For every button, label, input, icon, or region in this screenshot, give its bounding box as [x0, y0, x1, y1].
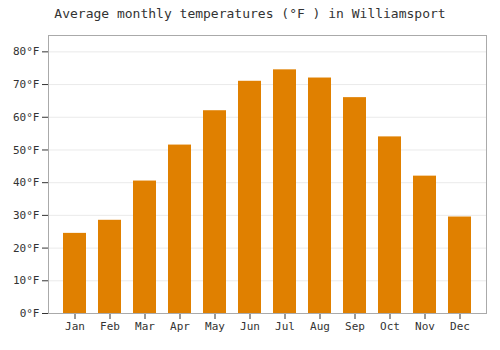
svg-text:Jul: Jul — [275, 320, 295, 333]
svg-text:Aug: Aug — [310, 320, 330, 333]
svg-text:Jan: Jan — [65, 320, 85, 333]
svg-text:30°F: 30°F — [13, 209, 40, 222]
svg-text:40°F: 40°F — [13, 176, 40, 189]
svg-text:Mar: Mar — [135, 320, 155, 333]
svg-text:70°F: 70°F — [13, 78, 40, 91]
svg-text:Nov: Nov — [415, 320, 435, 333]
html-text:Average monthly temperatures (: Average monthly temperatures (°F ) in Wi… — [54, 6, 446, 21]
svg-text:10°F: 10°F — [13, 274, 40, 287]
svg-text:Jun: Jun — [240, 320, 260, 333]
svg-text:50°F: 50°F — [13, 143, 40, 156]
svg-text:Feb: Feb — [100, 320, 120, 333]
svg-text:Oct: Oct — [380, 320, 400, 333]
svg-text:May: May — [205, 320, 225, 333]
svg-text:20°F: 20°F — [13, 242, 40, 255]
svg-text:60°F: 60°F — [13, 111, 40, 124]
svg-text:Dec: Dec — [450, 320, 470, 333]
svg-text:80°F: 80°F — [13, 45, 40, 58]
svg-text:Sep: Sep — [345, 320, 365, 333]
svg-text:0°F: 0°F — [20, 307, 40, 320]
svg-text:Apr: Apr — [170, 320, 190, 333]
